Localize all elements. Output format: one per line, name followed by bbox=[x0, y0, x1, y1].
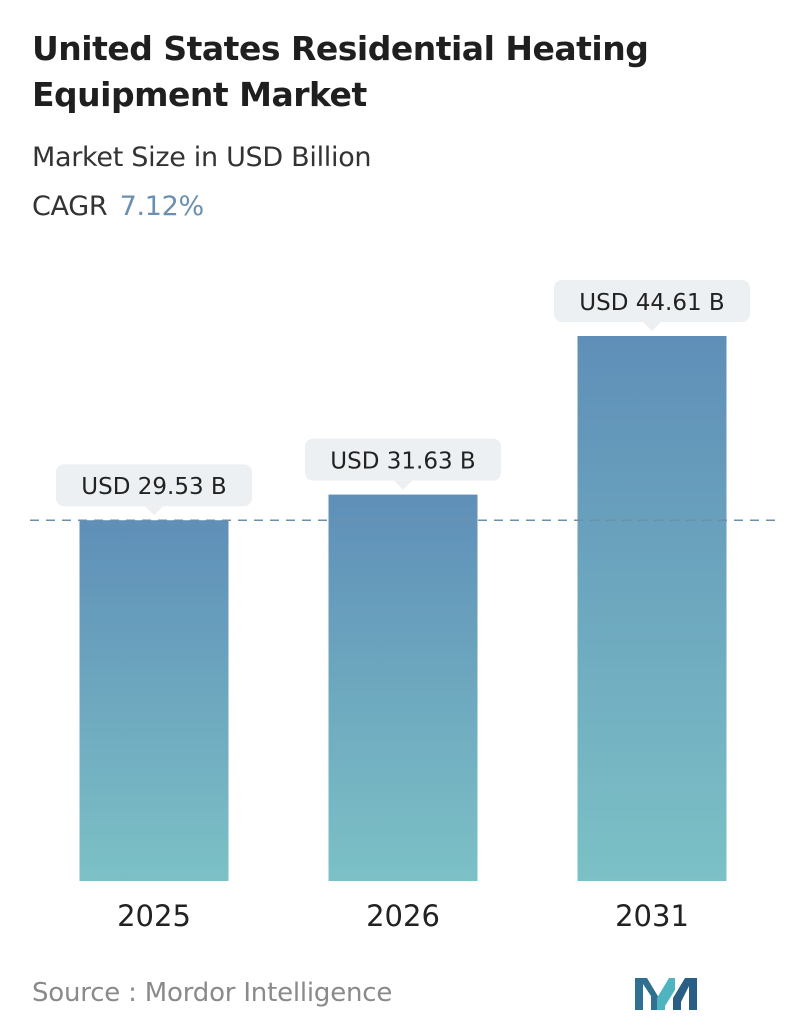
x-tick-label-2026: 2026 bbox=[366, 899, 440, 933]
x-tick-label-2025: 2025 bbox=[117, 899, 191, 933]
data-label-pointer bbox=[145, 506, 163, 516]
data-label-pointer bbox=[394, 480, 412, 490]
data-label-bubble bbox=[56, 464, 252, 507]
bar-2026 bbox=[328, 494, 478, 881]
x-tick-labels-layer: 2025 2026 2031 bbox=[117, 899, 689, 933]
data-label-bubble bbox=[305, 438, 501, 481]
cagr-line: CAGR 7.12% bbox=[32, 191, 204, 222]
data-label-text: USD 31.63 B bbox=[330, 449, 475, 475]
chart-subtitle: Market Size in USD Billion bbox=[32, 142, 372, 173]
x-tick-label-2031: 2031 bbox=[615, 899, 689, 933]
data-label-2031: USD 44.61 B bbox=[554, 280, 750, 331]
bar-2025 bbox=[79, 520, 229, 881]
bars-layer bbox=[79, 336, 727, 881]
data-label-2026: USD 31.63 B bbox=[305, 438, 501, 490]
bar-2031 bbox=[577, 336, 727, 881]
chart-title: United States Residential Heating Equipm… bbox=[32, 29, 649, 114]
cagr-label: CAGR bbox=[32, 191, 108, 222]
data-label-text: USD 29.53 B bbox=[81, 474, 226, 500]
data-label-2025: USD 29.53 B bbox=[56, 464, 252, 516]
mordor-intelligence-logo bbox=[635, 978, 697, 1010]
data-label-pointer bbox=[643, 322, 661, 331]
cagr-value: 7.12% bbox=[119, 191, 205, 222]
data-label-bubble bbox=[554, 280, 750, 322]
source-note: Source : Mordor Intelligence bbox=[32, 978, 393, 1008]
data-labels-layer: USD 29.53 B USD 31.63 B USD 44.61 B bbox=[56, 280, 750, 516]
data-label-text: USD 44.61 B bbox=[579, 290, 724, 316]
